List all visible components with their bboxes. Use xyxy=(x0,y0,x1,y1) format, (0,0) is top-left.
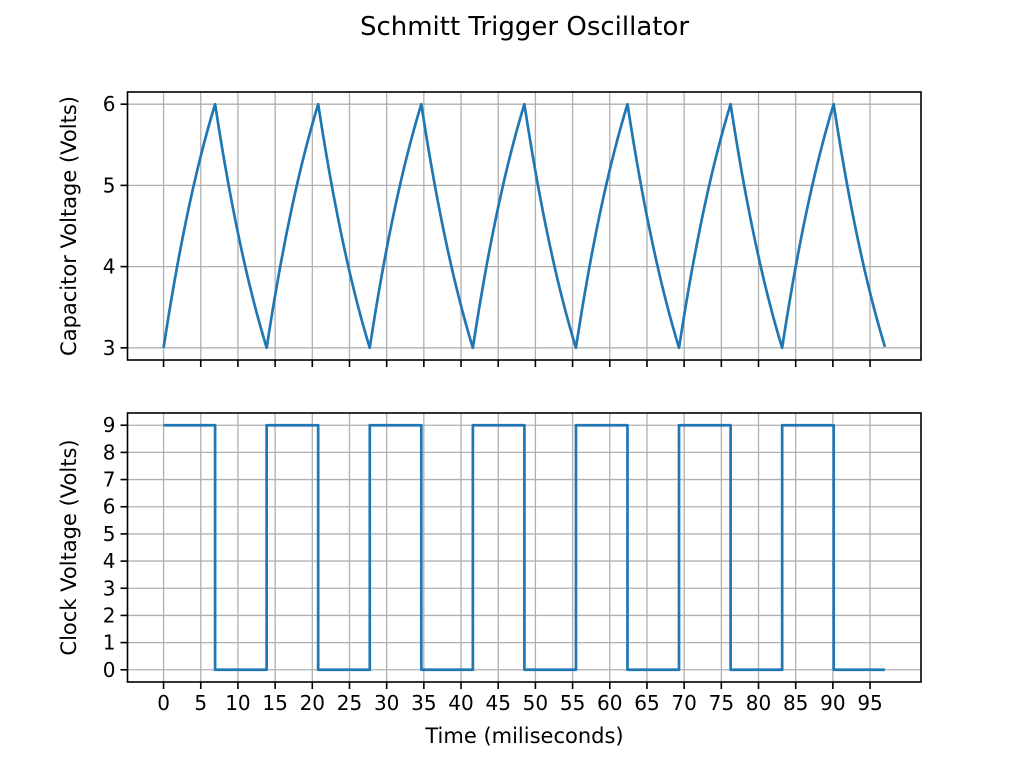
y-tick-label: 8 xyxy=(103,440,116,464)
x-tick-label: 10 xyxy=(225,691,250,715)
clock-voltage-series-line xyxy=(163,423,885,672)
capacitor-voltage-subplot: 3 4 5 6 xyxy=(103,91,922,367)
capacitor-voltage-series-line xyxy=(162,102,887,350)
x-tick-label: 85 xyxy=(783,691,808,715)
x-tick-label: 90 xyxy=(820,691,845,715)
y-tick-label: 6 xyxy=(103,92,116,116)
y-tick-label: 7 xyxy=(103,468,116,492)
y-tick-label: 4 xyxy=(103,255,116,279)
x-tick-label: 80 xyxy=(746,691,771,715)
y-tick-label: 1 xyxy=(103,631,116,655)
x-tick-label: 75 xyxy=(709,691,734,715)
axes-frame xyxy=(126,412,922,683)
clock-y-axis-label: Clock Voltage (Volts) xyxy=(57,439,81,656)
y-tick-label: 9 xyxy=(103,413,116,437)
clock-voltage-subplot: 0 5 10 15 20 25 30 35 40 45 50 55 60 65 70 75 80 85 90 9501… xyxy=(103,412,922,715)
x-tick-label: 55 xyxy=(560,691,585,715)
y-tick-label: 0 xyxy=(103,658,116,682)
x-tick-label: 0 xyxy=(157,691,170,715)
y-tick-label: 5 xyxy=(103,522,116,546)
x-tick-label: 40 xyxy=(448,691,473,715)
x-tick-label: 30 xyxy=(374,691,399,715)
y-tick-label: 4 xyxy=(103,549,116,573)
time-x-axis-label: Time (miliseconds) xyxy=(425,724,624,748)
y-tick-label: 3 xyxy=(103,336,116,360)
x-tick-label: 60 xyxy=(597,691,622,715)
x-tick-label: 5 xyxy=(194,691,207,715)
x-tick-label: 65 xyxy=(634,691,659,715)
y-tick-label: 6 xyxy=(103,495,116,519)
capacitor-y-axis-label: Capacitor Voltage (Volts) xyxy=(57,96,81,356)
x-tick-label: 20 xyxy=(300,691,325,715)
x-tick-label: 15 xyxy=(262,691,287,715)
y-tick-label: 2 xyxy=(103,603,116,627)
y-tick-label: 5 xyxy=(103,173,116,197)
axes-frame xyxy=(126,91,922,361)
x-tick-label: 45 xyxy=(485,691,510,715)
x-tick-label: 35 xyxy=(411,691,436,715)
x-tick-label: 25 xyxy=(337,691,362,715)
x-tick-label: 70 xyxy=(671,691,696,715)
chart-title: Schmitt Trigger Oscillator xyxy=(359,12,690,42)
y-tick-label: 3 xyxy=(103,576,116,600)
x-tick-label: 50 xyxy=(523,691,548,715)
x-tick-label: 95 xyxy=(857,691,882,715)
